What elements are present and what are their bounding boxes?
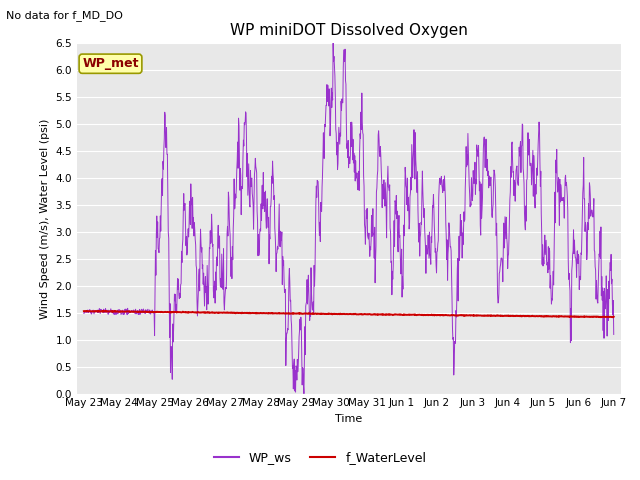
Text: No data for f_MD_DO: No data for f_MD_DO xyxy=(6,10,124,21)
Title: WP miniDOT Dissolved Oxygen: WP miniDOT Dissolved Oxygen xyxy=(230,23,468,38)
Y-axis label: Wind Speed (m/s), Water Level (psi): Wind Speed (m/s), Water Level (psi) xyxy=(40,118,50,319)
Text: WP_met: WP_met xyxy=(82,57,139,70)
Legend: WP_ws, f_WaterLevel: WP_ws, f_WaterLevel xyxy=(209,446,431,469)
X-axis label: Time: Time xyxy=(335,414,362,424)
